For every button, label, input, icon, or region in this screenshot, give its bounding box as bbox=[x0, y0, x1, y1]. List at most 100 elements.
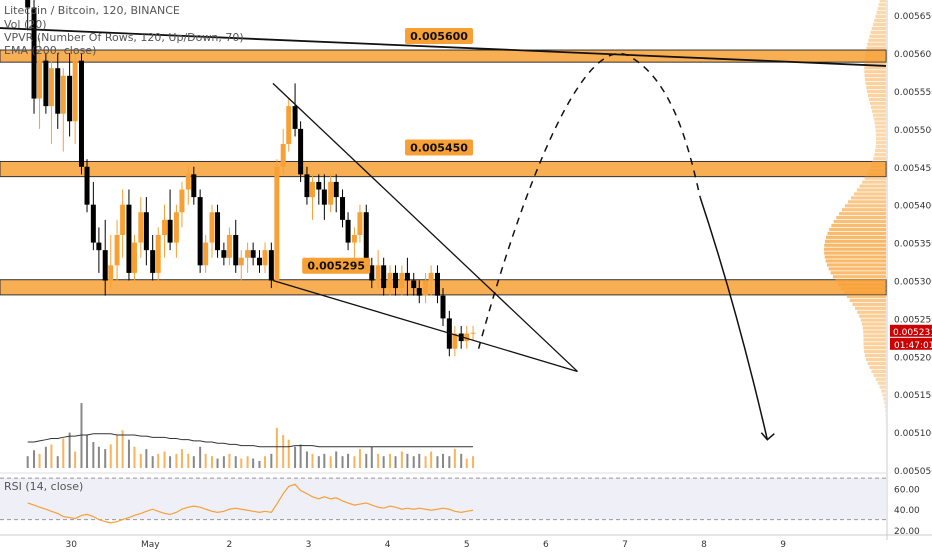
volume-bar-70 bbox=[442, 454, 444, 468]
vpvr-bar-58 bbox=[827, 232, 886, 235]
volume-bar-60 bbox=[383, 456, 385, 468]
candle-body-40 bbox=[263, 250, 268, 265]
candle-body-55 bbox=[352, 235, 357, 243]
vpvr-bar-14 bbox=[885, 405, 886, 408]
candle-body-64 bbox=[405, 273, 410, 281]
vpvr-bar-93 bbox=[868, 94, 886, 97]
vpvr-legend[interactable]: VPVR (Number Of Rows, 120, Up/Down, 70) bbox=[4, 31, 244, 44]
vpvr-bar-28 bbox=[864, 350, 886, 353]
candle-body-10 bbox=[85, 167, 90, 205]
volume-bar-62 bbox=[395, 456, 397, 468]
vpvr-bar-12 bbox=[885, 413, 886, 416]
volume-bar-75 bbox=[472, 456, 474, 468]
candle-body-12 bbox=[96, 243, 101, 251]
volume-bar-23 bbox=[164, 451, 166, 468]
vpvr-bar-99 bbox=[864, 70, 886, 73]
vpvr-bar-110 bbox=[872, 27, 886, 30]
vpvr-bar-46 bbox=[835, 279, 886, 282]
vpvr-bar-50 bbox=[827, 263, 886, 266]
candle-body-23 bbox=[162, 220, 167, 235]
vpvr-bar-30 bbox=[864, 342, 886, 345]
volume-bar-49 bbox=[318, 456, 320, 468]
vpvr-bar-109 bbox=[871, 31, 886, 34]
candle-body-8 bbox=[73, 61, 78, 122]
candle-body-2 bbox=[37, 61, 42, 99]
candle-body-19 bbox=[138, 212, 143, 242]
vol-legend[interactable]: Vol (20) bbox=[4, 18, 47, 31]
candle-body-21 bbox=[150, 250, 155, 273]
symbol-legend[interactable]: Litecoin / Bitcoin, 120, BINANCE bbox=[4, 4, 180, 17]
vpvr-bar-16 bbox=[883, 397, 886, 400]
vpvr-bar-97 bbox=[865, 78, 886, 81]
volume-bar-46 bbox=[300, 444, 302, 468]
volume-profile bbox=[824, 0, 886, 464]
vpvr-bar-114 bbox=[877, 11, 886, 14]
volume-bar-28 bbox=[193, 456, 195, 468]
vpvr-bar-31 bbox=[863, 338, 886, 341]
vpvr-bar-38 bbox=[857, 311, 886, 314]
volume-bar-59 bbox=[377, 454, 379, 468]
candle-body-69 bbox=[435, 273, 440, 296]
vpvr-bar-111 bbox=[873, 23, 886, 26]
volume-bar-29 bbox=[199, 447, 201, 468]
vpvr-bar-62 bbox=[836, 216, 886, 219]
candle-body-37 bbox=[245, 250, 250, 258]
volume-bar-69 bbox=[436, 456, 438, 468]
vpvr-bar-64 bbox=[842, 208, 886, 211]
vpvr-bar-98 bbox=[865, 74, 886, 77]
candle-body-62 bbox=[393, 273, 398, 288]
volume-bar-39 bbox=[258, 461, 260, 468]
time-tick-6: 6 bbox=[543, 540, 549, 550]
candle-body-6 bbox=[61, 76, 66, 114]
volume-bar-26 bbox=[181, 449, 183, 468]
time-tick-3: 3 bbox=[306, 540, 312, 550]
candle-body-52 bbox=[334, 182, 339, 197]
volume-bar-30 bbox=[205, 454, 207, 468]
time-tick-4: 4 bbox=[385, 540, 391, 550]
volume-bar-2 bbox=[39, 454, 41, 468]
vpvr-bar-86 bbox=[875, 121, 886, 124]
ema-legend[interactable]: EMA (200, close) bbox=[4, 44, 96, 57]
volume-bar-45 bbox=[294, 447, 296, 468]
vpvr-bar-54 bbox=[824, 248, 886, 251]
projected-drop-line bbox=[700, 197, 767, 440]
volume-bar-35 bbox=[235, 456, 237, 468]
candle-body-48 bbox=[310, 182, 315, 197]
candle-body-45 bbox=[293, 106, 298, 129]
candle-body-30 bbox=[203, 243, 208, 266]
candle-body-13 bbox=[103, 250, 108, 280]
vpvr-bar-102 bbox=[865, 58, 886, 61]
volume-bar-67 bbox=[425, 456, 427, 468]
vpvr-bar-13 bbox=[885, 409, 886, 412]
candle-body-50 bbox=[322, 190, 327, 205]
candle-body-53 bbox=[340, 197, 345, 220]
volume-bar-63 bbox=[401, 451, 403, 468]
candle-body-63 bbox=[399, 273, 404, 288]
vpvr-bar-48 bbox=[831, 271, 886, 274]
volume-bar-41 bbox=[270, 454, 272, 468]
volume-bar-66 bbox=[418, 454, 420, 468]
vpvr-bar-43 bbox=[844, 291, 886, 294]
volume-bar-11 bbox=[92, 442, 94, 468]
vpvr-bar-33 bbox=[863, 330, 886, 333]
vpvr-bar-17 bbox=[882, 393, 886, 396]
vpvr-bar-40 bbox=[852, 303, 886, 306]
candle-body-31 bbox=[210, 212, 215, 242]
vpvr-bar-26 bbox=[866, 358, 886, 361]
volume-bar-4 bbox=[50, 444, 52, 468]
vpvr-bar-116 bbox=[879, 3, 886, 6]
rsi-pane bbox=[0, 473, 886, 523]
rsi-legend[interactable]: RSI (14, close) bbox=[4, 480, 83, 493]
volume-bar-40 bbox=[264, 456, 266, 468]
candle-body-68 bbox=[429, 273, 434, 281]
vpvr-bar-104 bbox=[866, 50, 886, 53]
vpvr-bar-20 bbox=[878, 382, 886, 385]
